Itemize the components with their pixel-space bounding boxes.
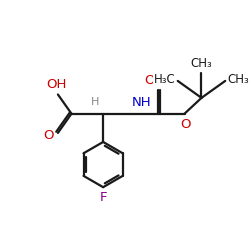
Text: H: H <box>91 97 100 107</box>
Text: O: O <box>144 74 155 87</box>
Text: OH: OH <box>46 78 67 91</box>
Text: CH₃: CH₃ <box>228 73 249 86</box>
Text: H₃C: H₃C <box>154 73 176 86</box>
Text: CH₃: CH₃ <box>190 56 212 70</box>
Text: F: F <box>100 191 107 204</box>
Text: O: O <box>43 129 54 142</box>
Text: O: O <box>180 118 191 131</box>
Text: NH: NH <box>132 96 152 109</box>
